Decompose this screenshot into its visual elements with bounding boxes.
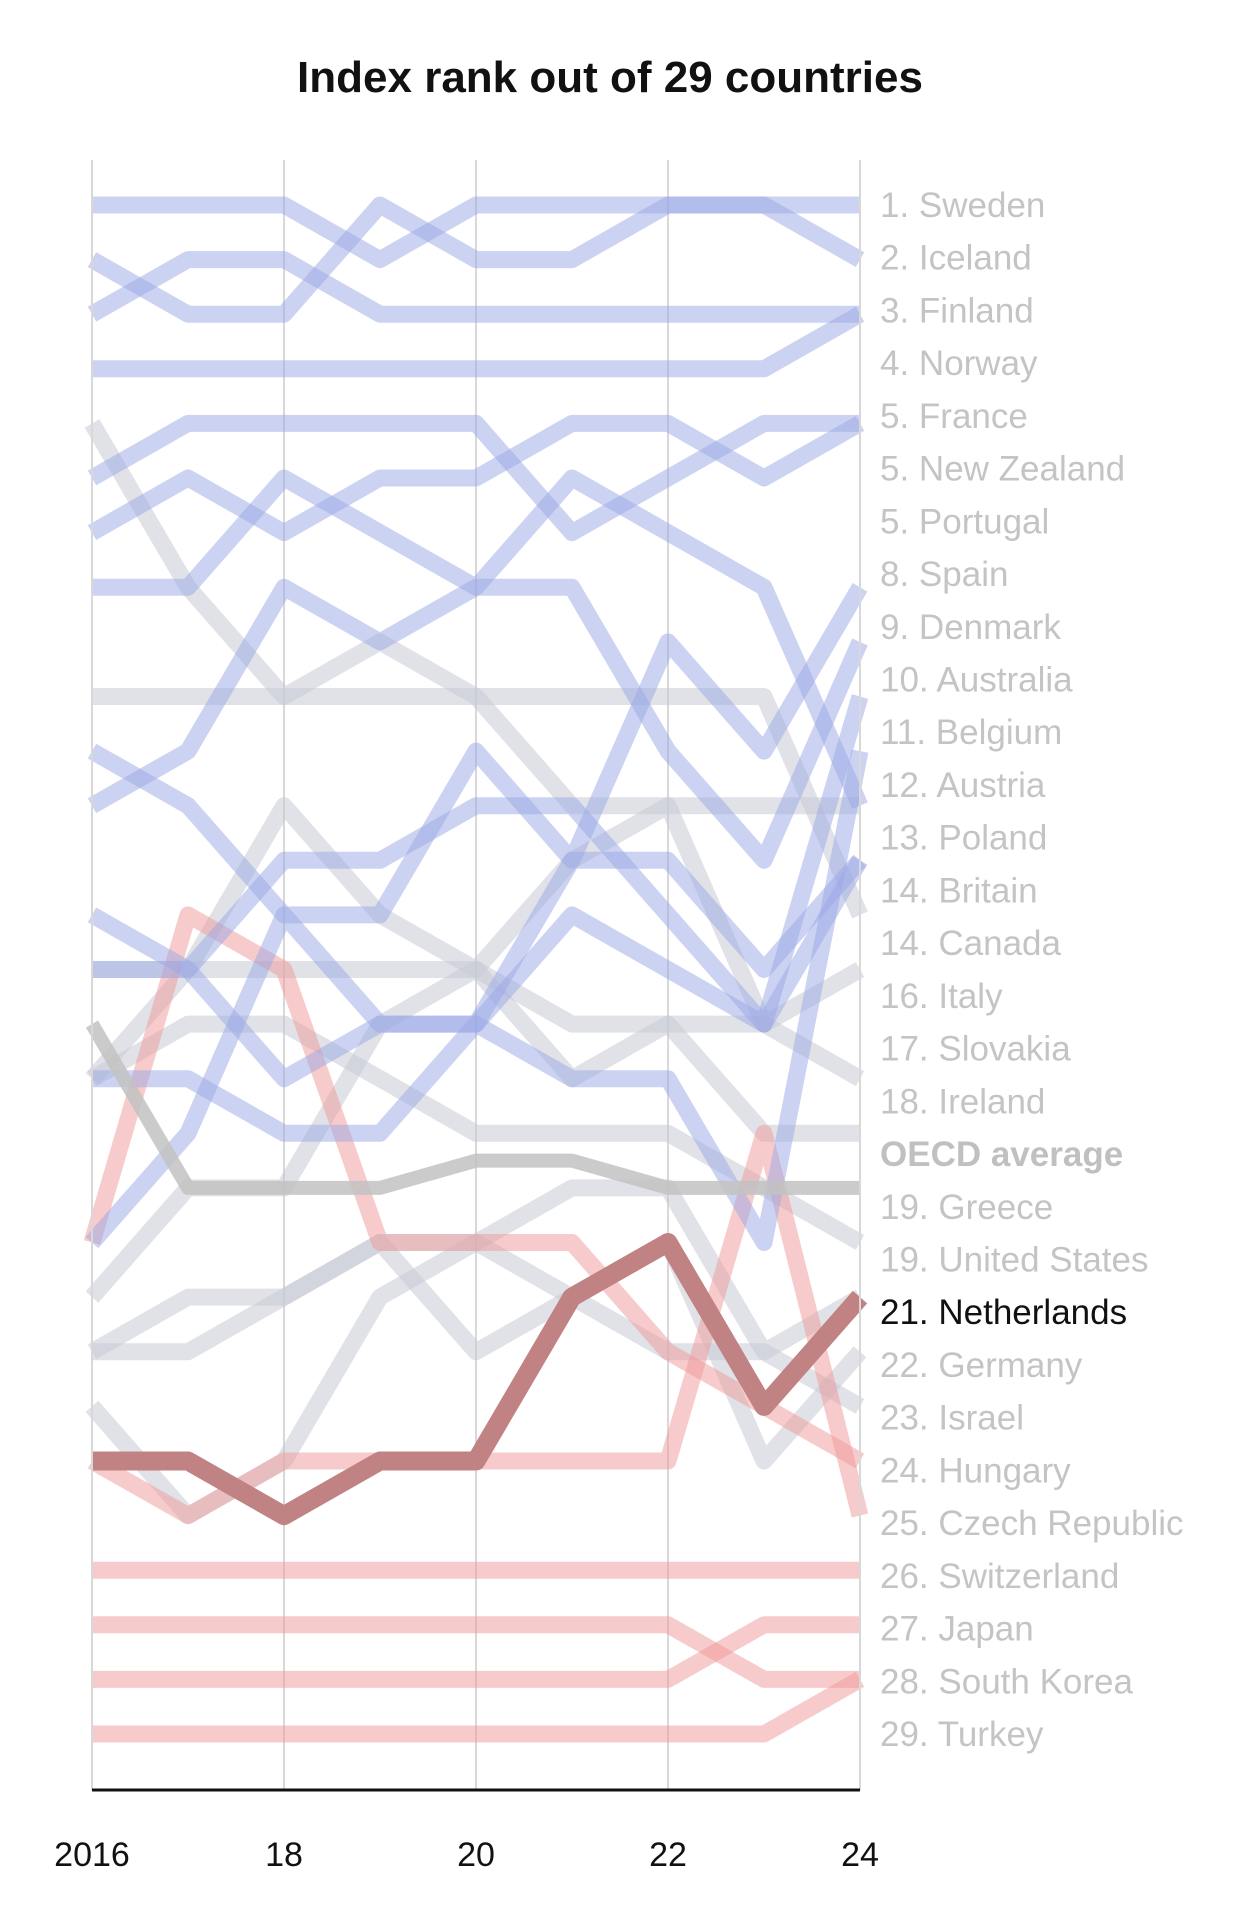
- series-line-iceland: [87, 196, 865, 323]
- series-line-japan: [92, 1616, 860, 1688]
- label-canada: 14. Canada: [880, 924, 1062, 963]
- label-germany: 22. Germany: [880, 1346, 1083, 1385]
- chart-title: Index rank out of 29 countries: [297, 53, 923, 102]
- series-line-south-korea: [92, 1616, 860, 1688]
- label-denmark: 9. Denmark: [880, 608, 1061, 647]
- x-tick-label-2024: 24: [841, 1836, 879, 1874]
- label-new-zealand: 5. New Zealand: [880, 450, 1125, 489]
- label-finland: 3. Finland: [880, 291, 1034, 330]
- label-iceland: 2. Iceland: [880, 239, 1032, 278]
- label-ireland: 18. Ireland: [880, 1082, 1045, 1121]
- label-turkey: 29. Turkey: [880, 1715, 1044, 1754]
- series-line-finland: [87, 251, 860, 323]
- label-austria: 12. Austria: [880, 766, 1046, 805]
- country-labels: 1. Sweden 2. Iceland 3. Finland 4. Norway 5.…: [880, 186, 1184, 1754]
- series-line-norway: [92, 306, 865, 378]
- series-line-united-states: [87, 1015, 865, 1250]
- label-france: 5. France: [880, 397, 1028, 436]
- x-tick-label-2022: 22: [649, 1836, 687, 1874]
- label-japan: 27. Japan: [880, 1610, 1034, 1649]
- series-line-netherlands: [92, 1233, 868, 1526]
- label-hungary: 24. Hungary: [880, 1451, 1071, 1490]
- series-line-austria: [85, 851, 867, 1249]
- series-line-turkey: [92, 1672, 865, 1743]
- label-australia: 10. Australia: [880, 661, 1073, 700]
- label-greece: 19. Greece: [880, 1188, 1053, 1227]
- label-sweden: 1. Sweden: [880, 186, 1045, 225]
- label-italy: 16. Italy: [880, 977, 1003, 1016]
- label-czech-republic: 25. Czech Republic: [880, 1504, 1184, 1543]
- series-line-poland: [92, 797, 868, 1033]
- label-netherlands: 21. Netherlands: [880, 1293, 1127, 1332]
- label-portugal: 5. Portugal: [880, 502, 1049, 541]
- label-slovakia: 17. Slovakia: [880, 1030, 1071, 1069]
- label-norway: 4. Norway: [880, 344, 1038, 383]
- x-axis: 2016 18 20 22 24: [54, 160, 879, 1874]
- series-line-france: [87, 414, 860, 542]
- label-israel: 23. Israel: [880, 1399, 1024, 1438]
- series-line-denmark: [87, 578, 868, 869]
- label-south-korea: 28. South Korea: [880, 1662, 1133, 1701]
- label-switzerland: 26. Switzerland: [880, 1557, 1119, 1596]
- x-tick-label-2016: 2016: [54, 1836, 130, 1874]
- series-line-new-zealand: [87, 414, 865, 542]
- series-lines: [83, 196, 869, 1743]
- label-oecd-average: OECD average: [880, 1135, 1123, 1174]
- series-line-oecd-average: [85, 1020, 860, 1195]
- series-line-spain: [87, 583, 868, 924]
- label-spain: 8. Spain: [880, 555, 1008, 594]
- label-belgium: 11. Belgium: [880, 713, 1062, 752]
- label-poland: 13. Poland: [880, 819, 1047, 858]
- label-britain: 14. Britain: [880, 871, 1038, 910]
- x-tick-label-2018: 18: [265, 1836, 303, 1874]
- label-united-states: 19. United States: [880, 1241, 1149, 1280]
- x-tick-label-2020: 20: [457, 1836, 495, 1874]
